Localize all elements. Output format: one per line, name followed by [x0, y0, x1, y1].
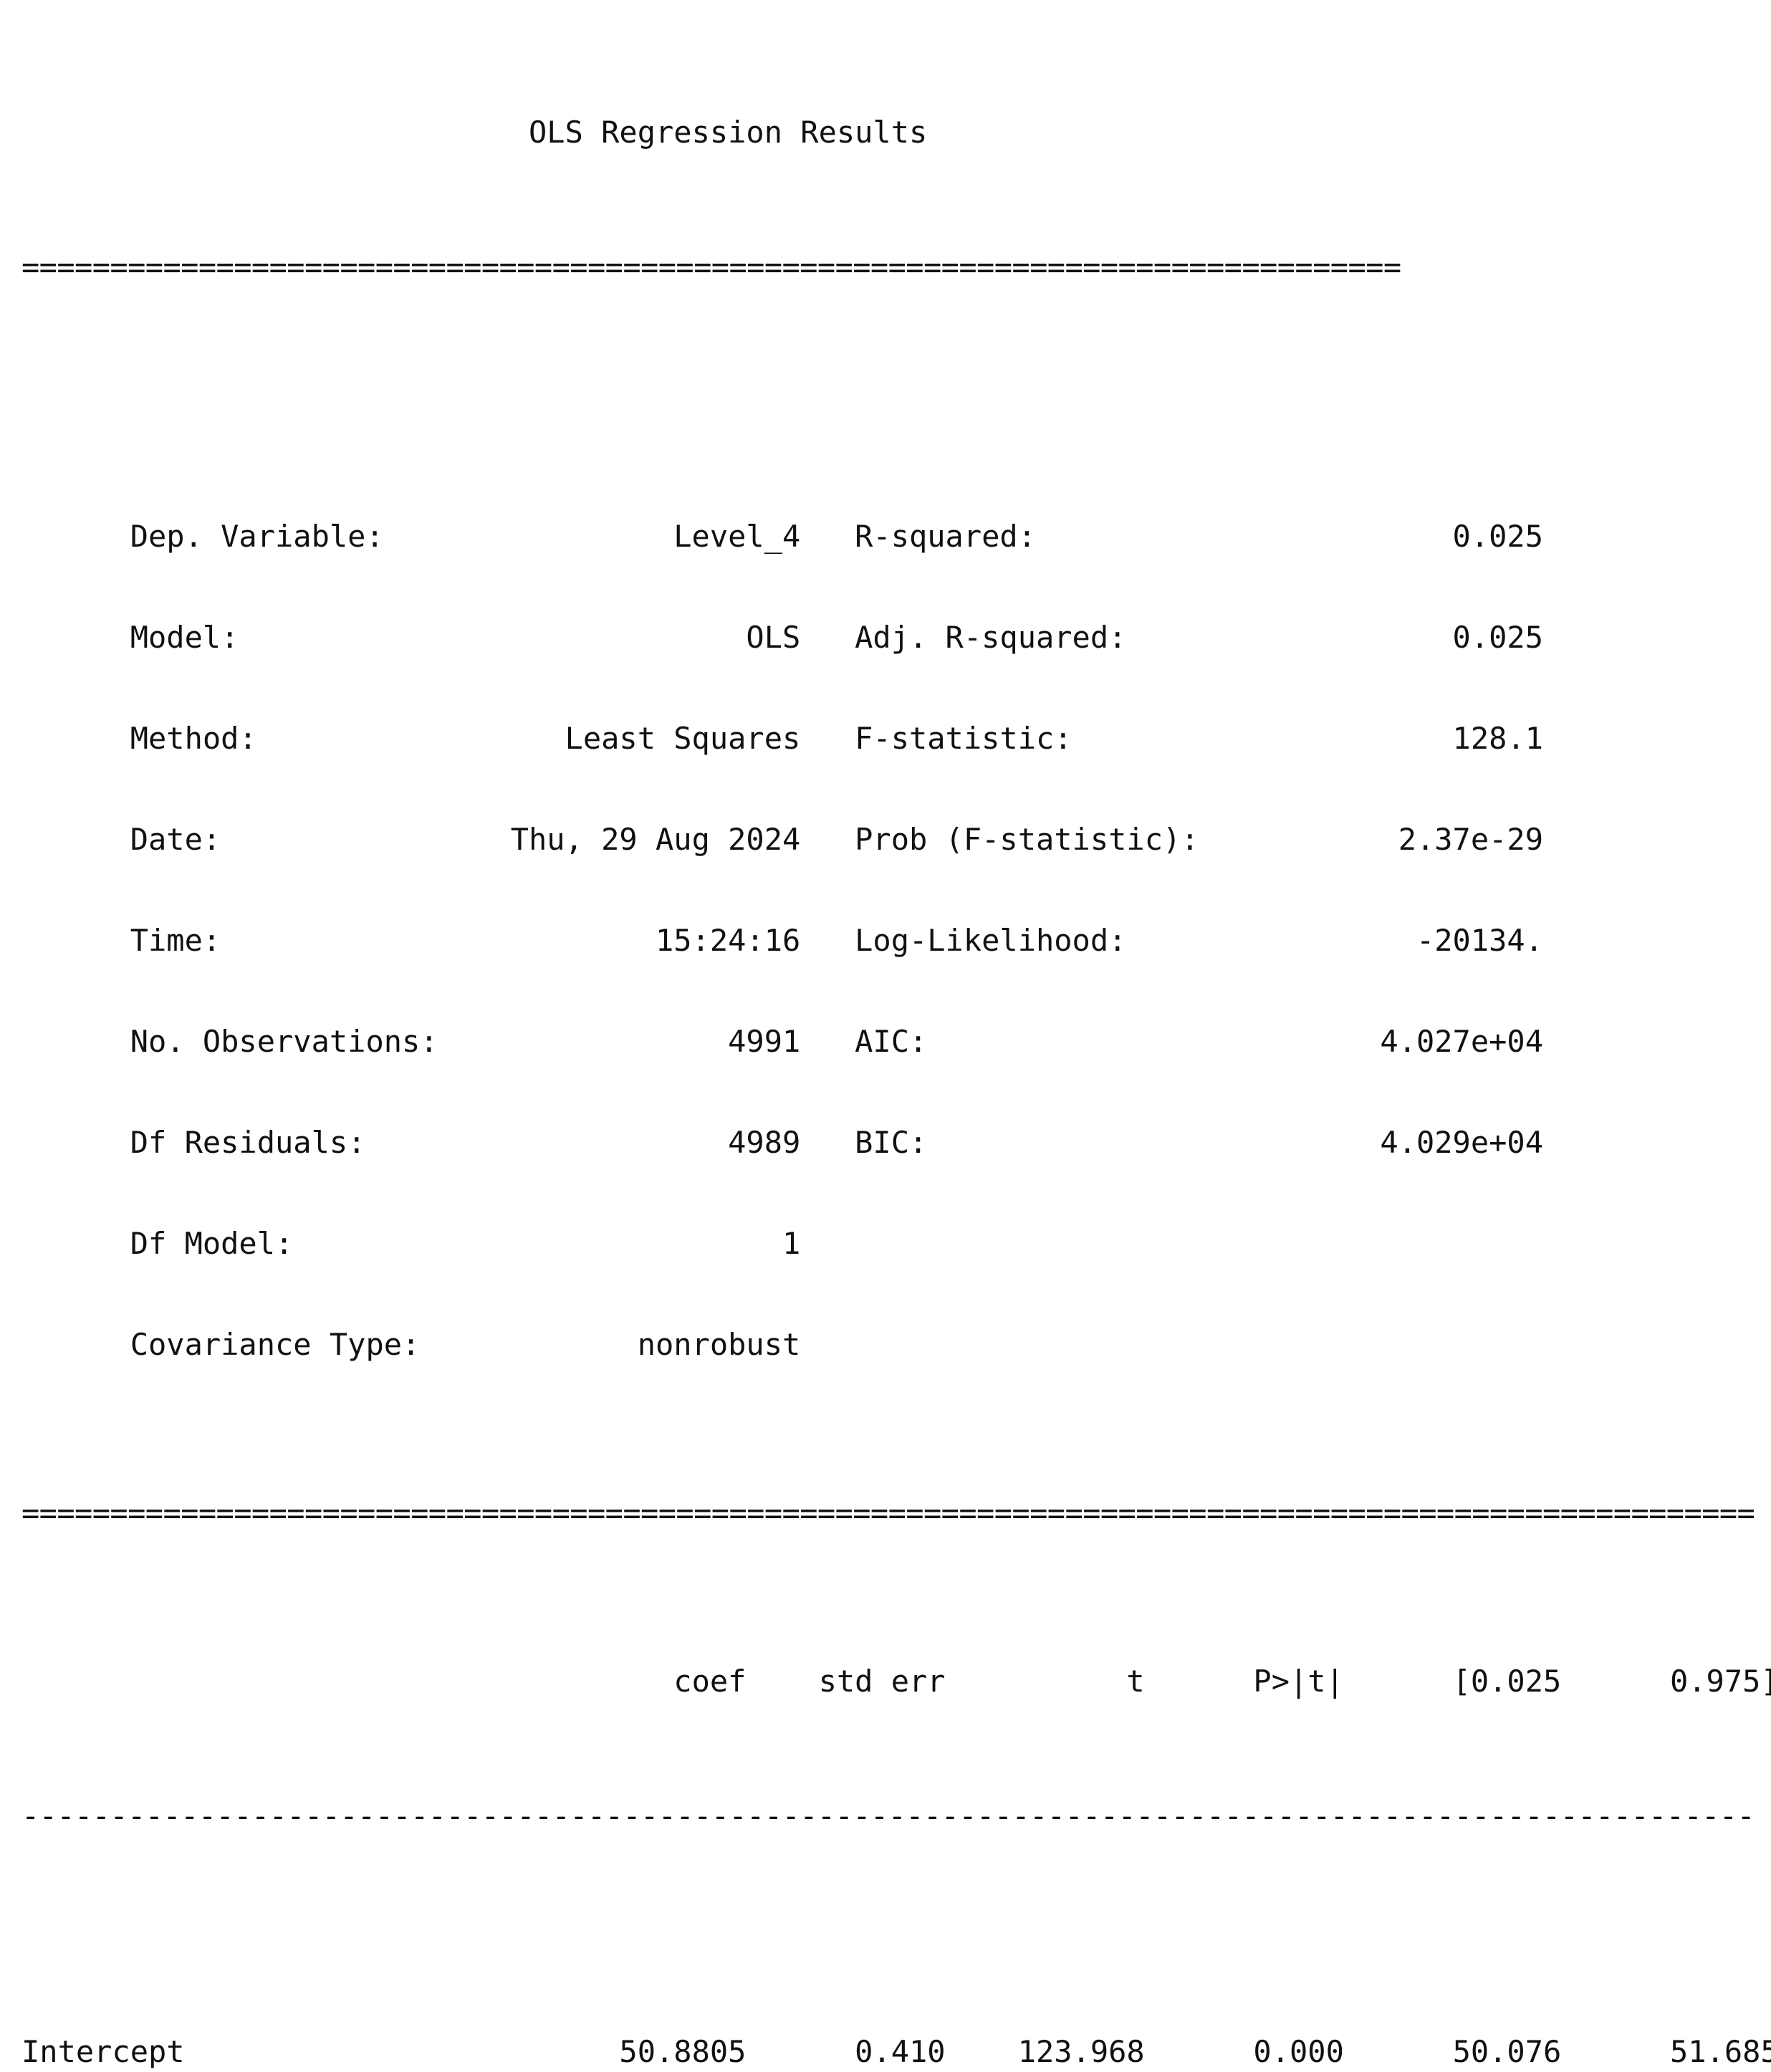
- coef-ci-low: 50.076: [1452, 2034, 1562, 2069]
- summary-left-label: Method:: [130, 721, 257, 756]
- summary-row: Method: Least Squares F-statistic: 128.1: [21, 688, 1771, 755]
- summary-left-label: Date:: [130, 822, 221, 857]
- summary-right-value: -20134.: [1416, 923, 1543, 958]
- summary-row: Time: 15:24:16 Log-Likelihood: -20134.: [21, 890, 1771, 957]
- summary-left-label: No. Observations:: [130, 1024, 438, 1059]
- title-line: OLS Regression Results: [21, 115, 1771, 149]
- summary-left-value: nonrobust: [637, 1327, 801, 1362]
- coef-header-t: t: [1126, 1664, 1145, 1699]
- rule-mid: ========================================…: [21, 1495, 1755, 1530]
- coef-header-ci-low: [0.025: [1452, 1664, 1562, 1699]
- summary-left-value: 4991: [728, 1024, 801, 1059]
- rule-top: ========================================…: [21, 249, 1401, 284]
- summary-right-label: R-squared:: [855, 519, 1036, 554]
- summary-left-value: 1: [782, 1226, 801, 1261]
- summary-row: Dep. Variable: Level_4 R-squared: 0.025: [21, 486, 1771, 553]
- coef-row: Intercept 50.8805 0.410 123.968 0.000 50.076 5…: [21, 2035, 1771, 2068]
- summary-row: Covariance Type: nonrobust: [21, 1294, 1771, 1361]
- summary-row: No. Observations: 4991 AIC: 4.027e+04: [21, 991, 1771, 1058]
- coef-header-p: P>|t|: [1253, 1664, 1344, 1699]
- summary-row: Df Residuals: 4989 BIC: 4.029e+04: [21, 1092, 1771, 1159]
- summary-right-value: 128.1: [1452, 721, 1543, 756]
- summary-right-label: Log-Likelihood:: [855, 923, 1127, 958]
- summary-left-value: 4989: [728, 1125, 801, 1160]
- coef-name: Intercept: [21, 2034, 185, 2069]
- coef-header-row: coef std err t P>|t| [0.025 0.975]: [21, 1664, 1771, 1698]
- coef-t: 123.968: [1017, 2034, 1145, 2069]
- summary-right-label: Adj. R-squared:: [855, 620, 1127, 655]
- coef-value: 50.8805: [619, 2034, 747, 2069]
- coef-header-ci-high: 0.975]: [1669, 1664, 1771, 1699]
- summary-right-value: 4.029e+04: [1380, 1125, 1543, 1160]
- summary-right-value: 0.025: [1452, 620, 1543, 655]
- summary-table: Dep. Variable: Level_4 R-squared: 0.025 Mod…: [21, 418, 1771, 1395]
- coef-table: Intercept 50.8805 0.410 123.968 0.000 50.076 5…: [21, 1967, 1771, 2072]
- summary-left-value: Thu, 29 Aug 2024: [510, 822, 801, 857]
- ols-regression-report: OLS Regression Results =================…: [21, 14, 1771, 2072]
- summary-left-value: 15:24:16: [655, 923, 801, 958]
- summary-left-value: Level_4: [673, 519, 801, 554]
- summary-right-label: Prob (F-statistic):: [855, 822, 1199, 857]
- summary-left-label: Df Model:: [130, 1226, 294, 1261]
- summary-right-label: BIC:: [855, 1125, 928, 1160]
- summary-row: Df Model: 1: [21, 1193, 1771, 1260]
- coef-std-err: 0.410: [855, 2034, 946, 2069]
- summary-left-label: Model:: [130, 620, 239, 655]
- coef-p: 0.000: [1253, 2034, 1344, 2069]
- coef-header-coef: coef: [673, 1664, 747, 1699]
- summary-right-value: 4.027e+04: [1380, 1024, 1543, 1059]
- summary-right-value: 2.37e-29: [1398, 822, 1543, 857]
- summary-left-label: Time:: [130, 923, 221, 958]
- summary-left-label: Dep. Variable:: [130, 519, 384, 554]
- summary-left-label: Df Residuals:: [130, 1125, 366, 1160]
- summary-right-value: 0.025: [1452, 519, 1543, 554]
- summary-row: Model: OLS Adj. R-squared: 0.025: [21, 587, 1771, 654]
- summary-left-value: Least Squares: [565, 721, 801, 756]
- coef-header-std-err: std err: [818, 1664, 946, 1699]
- summary-right-label: F-statistic:: [855, 721, 1072, 756]
- coef-ci-high: 51.685: [1669, 2034, 1771, 2069]
- summary-left-label: Covariance Type:: [130, 1327, 421, 1362]
- report-title: OLS Regression Results: [529, 115, 928, 150]
- summary-row: Date: Thu, 29 Aug 2024 Prob (F-statistic):…: [21, 789, 1771, 856]
- summary-left-value: OLS: [746, 620, 801, 655]
- summary-right-label: AIC:: [855, 1024, 928, 1059]
- rule-dash: ----------------------------------------…: [21, 1798, 1755, 1833]
